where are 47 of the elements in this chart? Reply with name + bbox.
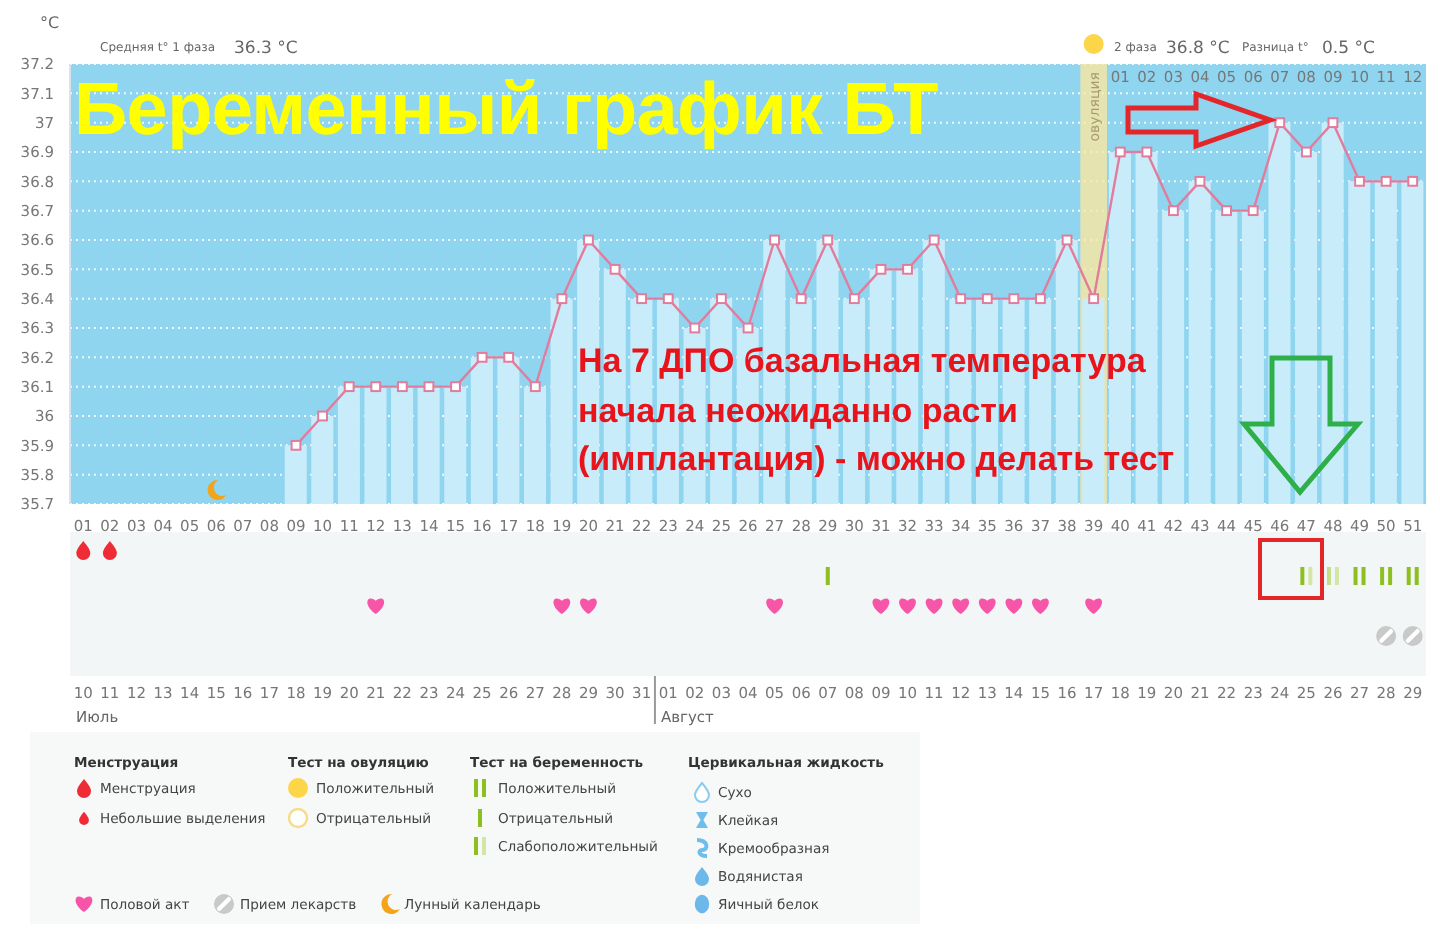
point [290, 439, 302, 451]
point [370, 381, 382, 393]
annotation: На 7 ДПО базальная температура начала неожиданно расти (имплантация) - можно делать тест [578, 342, 1175, 478]
point [769, 234, 780, 246]
point [795, 293, 807, 305]
point [928, 234, 940, 246]
text: 36.3 °C [234, 39, 298, 59]
y-axis-title: °C [40, 14, 60, 32]
point [1354, 175, 1365, 187]
point [1274, 117, 1286, 129]
point [529, 381, 541, 393]
point [981, 293, 993, 305]
point [317, 410, 328, 422]
point [662, 293, 674, 305]
point [636, 293, 648, 305]
point [609, 263, 621, 275]
text: 36.8 °C [1166, 39, 1230, 59]
point [822, 234, 834, 246]
point [902, 263, 913, 275]
point [343, 381, 355, 393]
point [1168, 205, 1179, 217]
point [503, 351, 515, 363]
point [1114, 146, 1126, 158]
point [556, 293, 568, 305]
point [1380, 175, 1392, 187]
point [1035, 293, 1046, 305]
point [875, 263, 887, 275]
chart-title: Беременный график БТ [74, 68, 938, 150]
point [1008, 293, 1020, 305]
point [1247, 205, 1259, 217]
point [689, 322, 701, 334]
point [1141, 146, 1153, 158]
point [423, 381, 435, 393]
point [955, 293, 967, 305]
point [1407, 175, 1419, 187]
point [583, 234, 594, 246]
point [476, 351, 488, 363]
point [1221, 205, 1232, 217]
point [716, 293, 727, 305]
point [396, 381, 408, 393]
point [450, 381, 461, 393]
point [1088, 293, 1100, 305]
point [1327, 117, 1339, 129]
point [1194, 175, 1206, 187]
point [848, 293, 860, 305]
point [1300, 146, 1312, 158]
text: 0.5 °C [1322, 39, 1375, 59]
